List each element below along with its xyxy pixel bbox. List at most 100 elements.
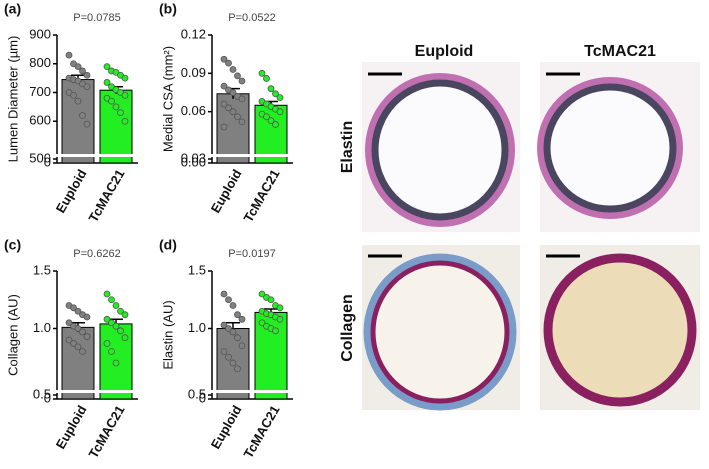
x-tick-label: Euploid xyxy=(208,403,245,452)
x-tick-label: TcMAC21 xyxy=(85,403,127,461)
data-point xyxy=(258,69,266,77)
data-point xyxy=(79,348,86,355)
column-label: Euploid xyxy=(415,43,474,60)
axis-break xyxy=(205,390,294,393)
data-point xyxy=(70,340,77,347)
y-tick-label: 0 xyxy=(44,154,51,169)
data-point xyxy=(70,304,77,312)
vessel-wall xyxy=(370,260,510,404)
data-point xyxy=(121,334,129,342)
data-point xyxy=(225,325,232,332)
data-point xyxy=(234,334,241,342)
y-tick-label: 700 xyxy=(29,84,51,99)
p-value: P=0.0197 xyxy=(228,248,275,260)
data-point xyxy=(103,340,111,347)
y-tick-label: 1.5 xyxy=(33,262,51,277)
data-point xyxy=(74,325,82,332)
data-point xyxy=(74,97,82,105)
data-point xyxy=(103,315,111,323)
data-point xyxy=(229,302,237,309)
p-value: P=0.0522 xyxy=(228,12,275,24)
y-axis-label: Collagen (AU) xyxy=(5,294,20,376)
y-tick-label: 0.5 xyxy=(188,386,206,401)
data-point xyxy=(108,348,115,355)
bar xyxy=(99,89,133,164)
data-point xyxy=(267,296,275,304)
panel-label: (d) xyxy=(159,237,177,253)
histology: Euploid TcMAC21 Elastin Collagen xyxy=(339,43,700,411)
y-axis-label: Elastin (AU) xyxy=(160,300,175,369)
data-point xyxy=(238,118,246,126)
y-tick-label: 0.09 xyxy=(181,65,206,80)
x-tick-label: Euploid xyxy=(208,167,245,216)
y-tick-label: 1.0 xyxy=(188,320,206,335)
y-tick-label: 1.0 xyxy=(33,320,51,335)
data-point xyxy=(220,100,228,108)
data-point xyxy=(83,333,91,340)
data-point xyxy=(83,313,91,321)
data-point xyxy=(234,113,241,121)
y-tick-label: 1.5 xyxy=(188,262,206,277)
data-point xyxy=(276,94,284,102)
y-tick-label: 800 xyxy=(29,55,51,70)
data-point xyxy=(238,95,246,103)
data-point xyxy=(234,72,241,80)
vessel xyxy=(365,73,515,227)
x-tick-label: TcMAC21 xyxy=(85,167,127,225)
data-point xyxy=(229,89,237,96)
y-tick-label: 900 xyxy=(29,26,51,41)
vessel xyxy=(537,77,683,219)
y-tick-label: 0.03 xyxy=(181,150,206,165)
data-point xyxy=(220,290,228,298)
data-point xyxy=(65,336,73,344)
data-point xyxy=(220,55,228,63)
data-point xyxy=(238,342,246,350)
data-point xyxy=(258,290,266,298)
data-point xyxy=(74,343,82,351)
panel-label: (a) xyxy=(4,1,21,17)
data-point xyxy=(220,123,228,131)
panel-label: (b) xyxy=(159,1,177,17)
data-point xyxy=(229,66,237,73)
x-tick-label: TcMAC21 xyxy=(240,403,282,461)
data-point xyxy=(276,304,284,312)
data-point xyxy=(220,348,228,355)
data-point xyxy=(121,117,129,125)
data-point xyxy=(108,296,115,304)
data-point xyxy=(258,319,266,327)
data-point xyxy=(272,121,279,128)
x-tick-label: TcMAC21 xyxy=(240,167,282,225)
data-point xyxy=(229,328,237,336)
data-point xyxy=(112,322,120,330)
data-point xyxy=(267,117,275,125)
panel-label: (c) xyxy=(4,237,21,253)
data-point xyxy=(70,91,77,99)
data-point xyxy=(83,71,91,79)
data-point xyxy=(79,328,86,336)
data-point xyxy=(103,63,111,71)
p-value: P=0.0785 xyxy=(73,12,120,24)
y-axis-label: Medial CSA (mm²) xyxy=(160,46,175,152)
data-point xyxy=(263,113,270,121)
data-point xyxy=(238,315,246,323)
data-point xyxy=(220,82,228,90)
data-point xyxy=(267,85,275,93)
data-point xyxy=(225,353,232,361)
y-tick-label: 500 xyxy=(29,150,51,165)
data-point xyxy=(74,307,82,315)
data-point xyxy=(229,359,237,367)
data-point xyxy=(117,109,124,117)
data-point xyxy=(79,67,86,75)
vessel xyxy=(363,253,517,411)
vessel-wall xyxy=(371,79,509,221)
data-point xyxy=(225,296,232,304)
vessel xyxy=(543,253,697,407)
data-point xyxy=(103,290,111,298)
data-point xyxy=(108,97,115,105)
y-axis-label: Lumen Diameter (µm) xyxy=(5,36,20,163)
data-point xyxy=(65,51,73,59)
y-tick-label: 0.06 xyxy=(181,103,206,118)
data-point xyxy=(263,75,270,82)
column-label: TcMAC21 xyxy=(584,43,656,60)
